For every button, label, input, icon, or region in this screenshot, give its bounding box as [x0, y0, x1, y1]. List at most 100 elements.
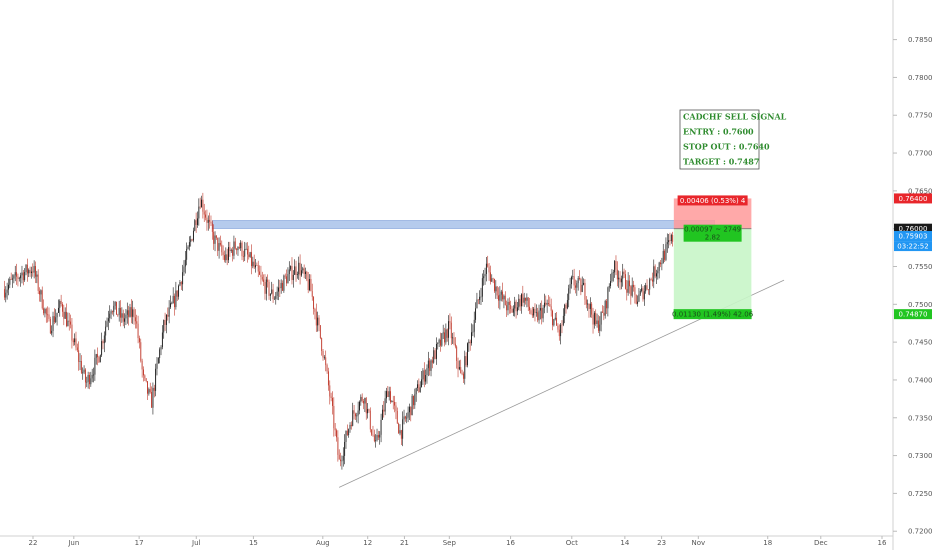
- candle-body: [39, 290, 40, 295]
- candle-body: [418, 384, 420, 393]
- candle-body: [494, 279, 495, 292]
- candle-body: [535, 312, 537, 314]
- candle-body: [633, 284, 634, 288]
- candle-body: [75, 338, 77, 348]
- candle-body: [573, 276, 575, 286]
- candle-body: [627, 280, 629, 293]
- x-tick-label: 17: [135, 539, 144, 547]
- candle-body: [284, 275, 286, 277]
- candle-body: [57, 307, 59, 313]
- candle-body: [256, 265, 258, 266]
- candle-body: [469, 341, 471, 344]
- candle-body: [608, 285, 610, 288]
- candle-body: [199, 206, 201, 208]
- price-tag-label: 0.74870: [899, 311, 928, 319]
- candle-body: [170, 303, 171, 308]
- candle-body: [71, 324, 73, 341]
- candle-body: [402, 419, 404, 439]
- candle-body: [13, 275, 15, 279]
- x-tick-label: Oct: [566, 539, 578, 547]
- candle-body: [276, 291, 278, 296]
- candle-body: [444, 332, 445, 343]
- candle-body: [534, 308, 536, 313]
- candle-body: [619, 277, 621, 283]
- price-tag: [894, 223, 932, 234]
- price-tag: [894, 309, 932, 320]
- candle-body: [118, 307, 120, 315]
- candle-body: [172, 295, 174, 304]
- candle-body: [484, 273, 486, 277]
- candle-body: [322, 350, 324, 358]
- candle-body: [228, 247, 229, 261]
- candle-body: [8, 284, 9, 290]
- candle-body: [413, 395, 414, 406]
- candle-body: [156, 363, 158, 369]
- candle-body: [269, 293, 271, 296]
- candle-body: [515, 301, 517, 312]
- candle-body: [195, 220, 197, 225]
- candle-body: [307, 279, 309, 291]
- candle-body: [637, 301, 639, 304]
- candle-body: [407, 412, 409, 418]
- candle-body: [18, 278, 20, 279]
- candle-body: [375, 440, 377, 442]
- candle-body: [91, 374, 93, 379]
- candle-body: [591, 303, 593, 315]
- candle-body: [653, 266, 655, 282]
- candle-body: [394, 401, 396, 406]
- candle-body: [122, 313, 124, 322]
- candle-body: [116, 301, 117, 315]
- candle-body: [471, 332, 472, 344]
- candle-body: [376, 434, 378, 441]
- candle-body: [56, 312, 58, 318]
- candle-body: [353, 410, 355, 414]
- candle-body: [278, 287, 279, 292]
- candle-body: [398, 423, 400, 434]
- candle-body: [167, 314, 169, 317]
- candle-body: [668, 240, 670, 243]
- candle-body: [348, 429, 350, 436]
- candle-body: [618, 277, 620, 280]
- candle-body: [615, 261, 617, 270]
- candle-body: [670, 235, 672, 242]
- candle-body: [453, 337, 455, 344]
- candle-body: [431, 360, 433, 363]
- candle-body: [408, 406, 410, 413]
- candle-body: [237, 246, 239, 251]
- candle-body: [531, 313, 533, 316]
- candle-body: [388, 391, 390, 397]
- candle-body: [229, 247, 231, 252]
- candle-body: [63, 311, 65, 319]
- candle-body: [341, 460, 343, 462]
- candle-body: [147, 381, 148, 394]
- candle-body: [545, 302, 547, 305]
- candle-body: [387, 391, 389, 397]
- candle-body: [211, 223, 213, 232]
- signal-line: STOP OUT : 0.7640: [683, 142, 770, 152]
- candle-body: [433, 350, 435, 363]
- candle-body: [342, 455, 344, 461]
- candle-body: [426, 368, 428, 376]
- candle-body: [350, 424, 352, 426]
- candle-body: [395, 405, 397, 411]
- candle-body: [255, 265, 256, 268]
- candle-body: [357, 410, 359, 416]
- candle-body: [472, 331, 474, 333]
- candle-body: [363, 400, 364, 404]
- candle-body: [290, 266, 292, 270]
- candle-body: [292, 274, 294, 281]
- candle-body: [423, 370, 425, 382]
- candle-body: [336, 430, 337, 438]
- candle-body: [379, 434, 381, 438]
- candle-body: [488, 266, 490, 273]
- candle-body: [386, 391, 387, 399]
- candle-body: [415, 387, 417, 395]
- candle-body: [390, 391, 391, 403]
- price-tag: [894, 241, 932, 252]
- candle-body: [16, 272, 18, 277]
